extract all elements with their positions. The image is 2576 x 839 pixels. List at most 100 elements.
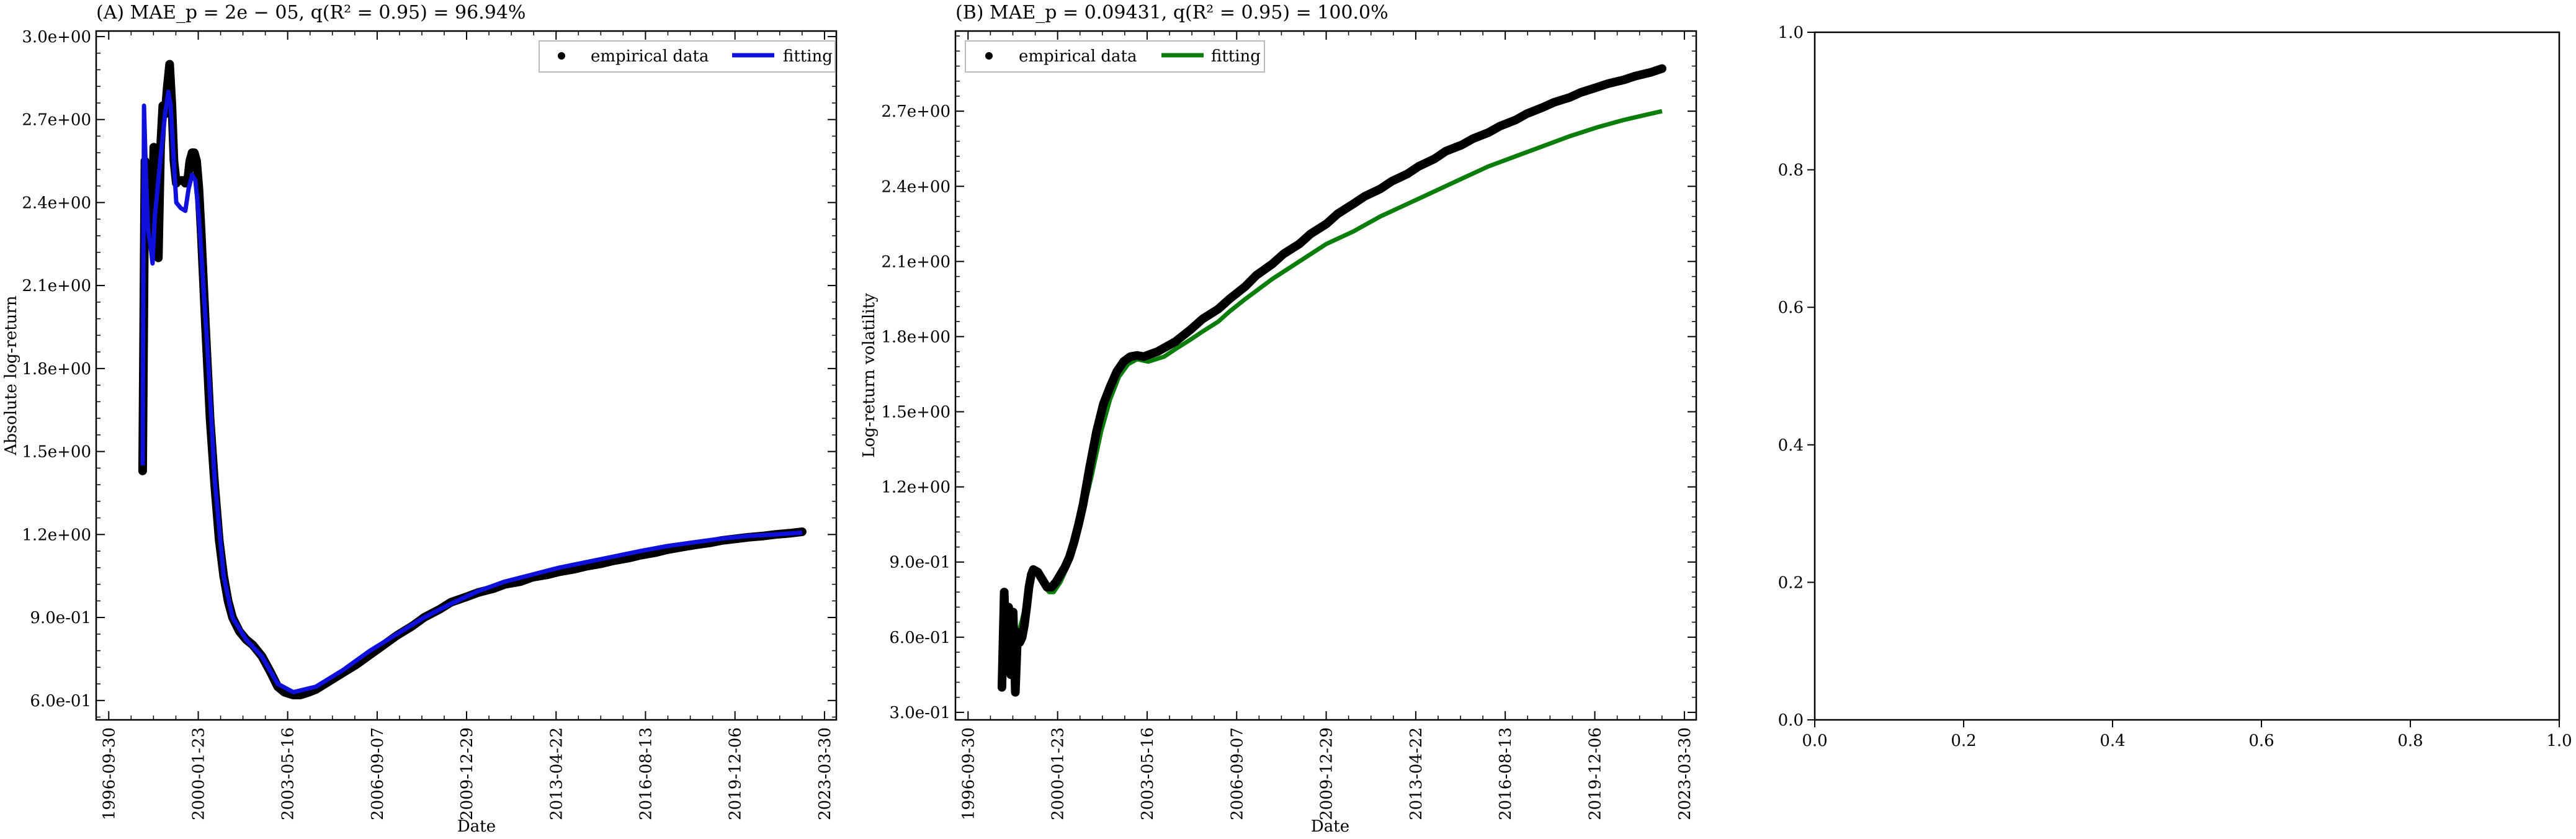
empirical-data-point xyxy=(1014,628,1022,636)
fitting-line xyxy=(140,89,803,694)
empirical-data-point xyxy=(1004,603,1013,611)
panel-a-plot-area xyxy=(138,60,807,699)
panel-c: 0.0 0.2 0.4 0.6 0.8 1.0 0.0 0.2 0.4 0.6 0.8 1.0 xyxy=(1778,24,2572,750)
empirical-data-point xyxy=(1214,305,1222,313)
empirical-data-point xyxy=(1057,570,1065,578)
panel-b-plot-area xyxy=(997,64,1666,697)
panel-a-legend-box xyxy=(539,40,836,73)
panel-a: (A) MAE_p = 2e − 05, q(R² = 0.95) = 96.9… xyxy=(2,2,838,836)
empirical-data-point xyxy=(1593,83,1601,91)
x-tick-label: 2013-04-22 xyxy=(547,727,566,820)
y-tick-label: 0.2 xyxy=(1778,573,1804,592)
panel-b-ticks: 1996-09-30 2000-01-23 2003-05-16 2006-09-07… xyxy=(881,31,1696,820)
y-tick-label: 2.1e+00 xyxy=(881,253,950,271)
empirical-data-point xyxy=(1070,538,1078,546)
empirical-data-point xyxy=(1403,170,1411,178)
x-tick-label: 2009-12-29 xyxy=(1318,727,1336,820)
y-tick-label: 3.0e-01 xyxy=(889,704,950,722)
empirical-data-point xyxy=(1550,99,1558,107)
y-tick-label: 0.6 xyxy=(1778,298,1804,317)
empirical-data-point xyxy=(1147,350,1155,358)
empirical-data-point xyxy=(1658,65,1666,73)
y-tick-label: 2.4e+00 xyxy=(881,177,950,196)
empirical-data-point xyxy=(1086,463,1094,471)
y-tick-label: 2.7e+00 xyxy=(881,102,950,121)
empirical-data-point xyxy=(163,83,171,91)
panel-a-ticks: 1996-09-30 2000-01-23 2003-05-16 2006-09-07… xyxy=(22,28,836,820)
panel-a-legend-marker-empirical xyxy=(558,52,565,60)
x-tick-label: 0.8 xyxy=(2397,732,2423,750)
empirical-data-point xyxy=(1307,230,1315,238)
empirical-data-point xyxy=(1279,250,1287,258)
empirical-data-point xyxy=(1047,583,1055,591)
x-tick-label: 2000-01-23 xyxy=(190,727,208,820)
empirical-data-point xyxy=(1025,583,1033,591)
empirical-data-point xyxy=(1442,147,1450,155)
empirical-data-point xyxy=(1485,128,1493,137)
x-tick-label: 2023-03-30 xyxy=(816,727,834,820)
empirical-data-point xyxy=(1160,344,1168,352)
x-tick-label: 2019-12-06 xyxy=(1586,727,1605,820)
x-tick-label: 2023-03-30 xyxy=(1676,727,1694,820)
panel-b-legend-label-empirical: empirical data xyxy=(1019,47,1137,66)
empirical-data-point xyxy=(1171,338,1179,346)
y-tick-label: 6.0e-01 xyxy=(30,692,91,711)
empirical-data-point xyxy=(1361,192,1369,200)
empirical-data-point xyxy=(1002,658,1010,666)
panel-b-legend: empirical data fitting xyxy=(965,40,1265,73)
panel-b-title: (B) MAE_p = 0.09431, q(R² = 0.95) = 100.… xyxy=(955,2,1389,24)
y-tick-label: 1.5e+00 xyxy=(22,443,91,462)
empirical-data-trace xyxy=(997,64,1666,697)
empirical-data-point xyxy=(1253,271,1261,279)
x-tick-label: 2009-12-29 xyxy=(458,727,476,820)
panel-b-x-axis-label: Date xyxy=(1311,817,1349,836)
empirical-data-point xyxy=(1000,588,1008,596)
empirical-data-point xyxy=(1093,428,1101,436)
y-tick-label: 6.0e-01 xyxy=(889,629,950,647)
x-tick-label: 2016-08-13 xyxy=(637,727,655,820)
panel-b-y-axis-label: Log-return volatility xyxy=(860,293,879,458)
empirical-data-point xyxy=(1225,295,1233,303)
empirical-data-trace xyxy=(138,60,807,699)
empirical-data-point xyxy=(1631,72,1639,80)
panel-b-legend-marker-empirical xyxy=(985,52,993,60)
empirical-data-point xyxy=(1034,568,1042,576)
panel-b: (B) MAE_p = 0.09431, q(R² = 0.95) = 100.… xyxy=(860,2,1697,836)
y-tick-label: 2.4e+00 xyxy=(22,194,91,212)
panel-a-legend: empirical data fitting xyxy=(539,40,836,73)
panel-b-legend-label-fitting: fitting xyxy=(1211,47,1261,66)
empirical-data-point xyxy=(1415,162,1423,170)
y-tick-label: 1.8e+00 xyxy=(881,328,950,346)
empirical-data-point xyxy=(1577,88,1585,96)
y-tick-label: 0.8 xyxy=(1778,161,1804,180)
y-tick-label: 9.0e-01 xyxy=(30,609,91,627)
panel-a-legend-label-fitting: fitting xyxy=(783,47,833,66)
empirical-data-point xyxy=(190,149,199,157)
empirical-data-point xyxy=(1079,500,1087,508)
empirical-data-point xyxy=(1112,367,1120,375)
empirical-data-point xyxy=(1431,155,1439,163)
empirical-data-point xyxy=(1009,608,1017,616)
empirical-data-point xyxy=(1061,563,1069,571)
empirical-data-point xyxy=(1268,260,1276,268)
panel-a-title: (A) MAE_p = 2e − 05, q(R² = 0.95) = 96.9… xyxy=(96,2,525,24)
x-tick-label: 0.0 xyxy=(1802,732,1827,750)
panel-a-x-axis-label: Date xyxy=(457,817,496,836)
y-tick-label: 3.0e+00 xyxy=(22,28,91,47)
y-tick-label: 1.2e+00 xyxy=(881,478,950,497)
x-tick-label: 2019-12-06 xyxy=(727,727,745,820)
y-tick-label: 9.0e-01 xyxy=(889,554,950,572)
x-tick-label: 2006-09-07 xyxy=(1228,727,1246,820)
empirical-data-point xyxy=(1539,104,1547,112)
y-tick-label: 1.2e+00 xyxy=(22,526,91,544)
empirical-data-point xyxy=(1388,177,1396,186)
x-tick-label: 2013-04-22 xyxy=(1407,727,1426,820)
empirical-data-point xyxy=(1349,200,1357,208)
empirical-data-point xyxy=(598,560,606,568)
empirical-data-point xyxy=(1099,400,1107,408)
empirical-data-point xyxy=(1322,220,1330,228)
panel-a-y-axis-label: Absolute log-return xyxy=(2,295,20,455)
panel-b-frame xyxy=(954,30,1697,721)
empirical-data-point xyxy=(1011,688,1019,696)
empirical-data-point xyxy=(1007,671,1015,679)
